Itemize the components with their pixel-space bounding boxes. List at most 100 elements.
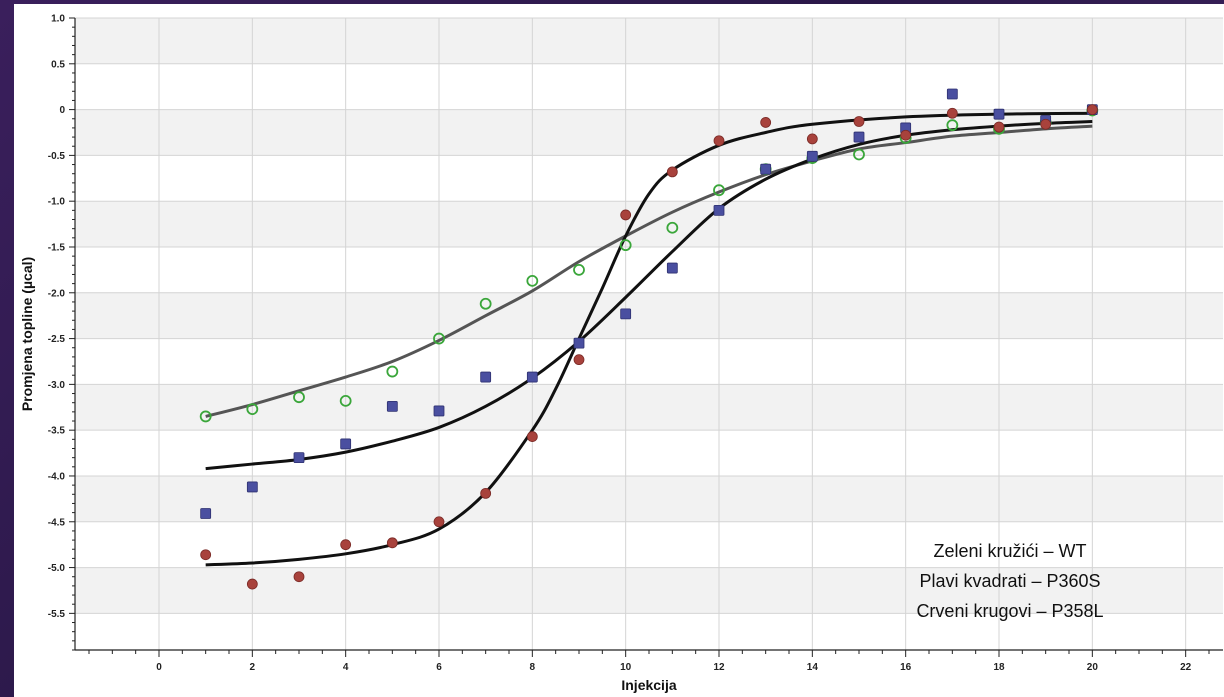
fit-curve-wt — [205, 124, 1093, 418]
p358l-point — [666, 166, 678, 178]
axes: 1.0 0.5 0 -0.5 -1.0 -1.5 -2.0 -2.5 -3.0 -3.5 -4.0 -… — [48, 14, 1223, 673]
wt-point — [386, 365, 399, 378]
p360s-point — [200, 508, 212, 519]
plot-band — [75, 109, 1223, 156]
chart-svg: 1.0 0.5 0 -0.5 -1.0 -1.5 -2.0 -2.5 -3.0 -3.5 -4.0 -… — [19, 14, 1223, 693]
p358l-point — [386, 537, 398, 549]
wt-point — [946, 119, 959, 132]
legend-entry-wt: Zeleni kružići – WT — [933, 541, 1086, 561]
plot-band — [75, 63, 1223, 110]
p358l-point — [340, 539, 352, 551]
y-tick-label: -4.5 — [48, 517, 66, 528]
y-tick-label: -2.0 — [48, 288, 66, 299]
wt-point — [666, 221, 679, 234]
fit-curve-p360s — [205, 120, 1093, 471]
wt-point — [853, 148, 865, 161]
p358l-point — [200, 549, 212, 561]
x-tick-label: 10 — [620, 662, 632, 673]
y-tick-label: -5.5 — [48, 609, 66, 620]
wt-point — [526, 274, 539, 287]
plot-band — [75, 567, 1223, 614]
y-tick-label: -2.5 — [48, 334, 66, 345]
p358l-point — [573, 354, 585, 366]
x-tick-label: 4 — [343, 662, 349, 673]
y-tick-label: -3.0 — [48, 380, 66, 391]
p360s-point — [806, 150, 818, 162]
p360s-point — [853, 131, 865, 143]
x-axis-title: Injekcija — [621, 677, 676, 693]
wt-point — [573, 263, 585, 276]
legend-entry-p360s: Plavi kvadrati – P360S — [919, 571, 1100, 591]
y-tick-label: -5.0 — [48, 563, 66, 574]
wt-point — [293, 391, 305, 404]
y-tick-label: -4.0 — [48, 471, 66, 482]
p358l-point — [526, 431, 538, 442]
y-tick-label: -1.5 — [48, 242, 66, 253]
x-tick-label: 6 — [436, 662, 442, 673]
p360s-point — [293, 452, 305, 464]
y-tick-label: -3.5 — [48, 426, 66, 437]
plot-band — [75, 430, 1223, 476]
p358l-point — [806, 133, 818, 145]
fit-curves — [205, 111, 1093, 567]
p360s-point — [713, 204, 725, 216]
plot-band — [75, 246, 1223, 293]
p360s-point — [620, 308, 632, 320]
plot-band — [75, 384, 1223, 431]
p360s-point — [760, 163, 772, 175]
p360s-point — [433, 405, 445, 417]
wt-point — [479, 297, 492, 310]
plot-band — [75, 292, 1223, 339]
p360s-point — [526, 371, 538, 383]
x-tick-label: 8 — [530, 662, 536, 673]
wt-point — [619, 239, 632, 252]
y-tick-label: 1.0 — [51, 14, 65, 25]
legend: Zeleni kružići – WT Plavi kvadrati – P36… — [916, 541, 1103, 621]
wt-point — [199, 410, 212, 423]
plot-band — [75, 521, 1223, 568]
p360s-point — [386, 400, 398, 412]
y-tick-label: 0.5 — [51, 59, 65, 70]
x-tick-label: 18 — [993, 662, 1005, 673]
p360s-point — [666, 262, 678, 274]
p358l-point — [993, 121, 1005, 133]
plot-band — [75, 475, 1223, 522]
y-tick-label: -1.0 — [48, 197, 66, 208]
wt-point — [339, 394, 352, 407]
p358l-point — [853, 116, 865, 127]
x-tick-label: 22 — [1180, 662, 1192, 673]
x-tick-label: 0 — [156, 662, 162, 673]
y-tick-label: 0 — [59, 105, 65, 116]
legend-entry-p358l: Crveni krugovi – P358L — [916, 601, 1103, 621]
wt-point — [433, 332, 445, 345]
plot-band — [75, 613, 1223, 650]
p358l-point — [293, 571, 305, 583]
x-tick-label: 14 — [807, 662, 819, 673]
plot-band — [75, 18, 1223, 64]
x-tick-label: 2 — [250, 662, 256, 673]
data-points — [199, 88, 1099, 590]
p358l-point — [1040, 118, 1052, 130]
p358l-point — [760, 117, 772, 128]
p358l-point — [1086, 104, 1098, 115]
p358l-point — [433, 516, 445, 528]
x-tick-label: 20 — [1087, 662, 1099, 673]
y-axis-title: Promjena topline (µcal) — [19, 257, 35, 411]
plot-band — [75, 338, 1223, 385]
p358l-point — [946, 107, 958, 119]
p358l-point — [900, 129, 912, 141]
p358l-point — [713, 135, 725, 147]
chart-panel: 1.0 0.5 0 -0.5 -1.0 -1.5 -2.0 -2.5 -3.0 -3.5 -4.0 -… — [14, 4, 1224, 697]
wt-point — [713, 184, 725, 197]
p360s-point — [946, 88, 958, 100]
p360s-point — [340, 438, 352, 450]
x-tick-label: 12 — [713, 662, 725, 673]
wt-point — [246, 403, 259, 416]
p358l-point — [246, 578, 258, 590]
x-tick-label: 16 — [900, 662, 912, 673]
p358l-point — [480, 487, 492, 499]
p360s-point — [573, 337, 585, 349]
y-tick-label: -0.5 — [48, 151, 66, 162]
p360s-point — [993, 108, 1005, 120]
